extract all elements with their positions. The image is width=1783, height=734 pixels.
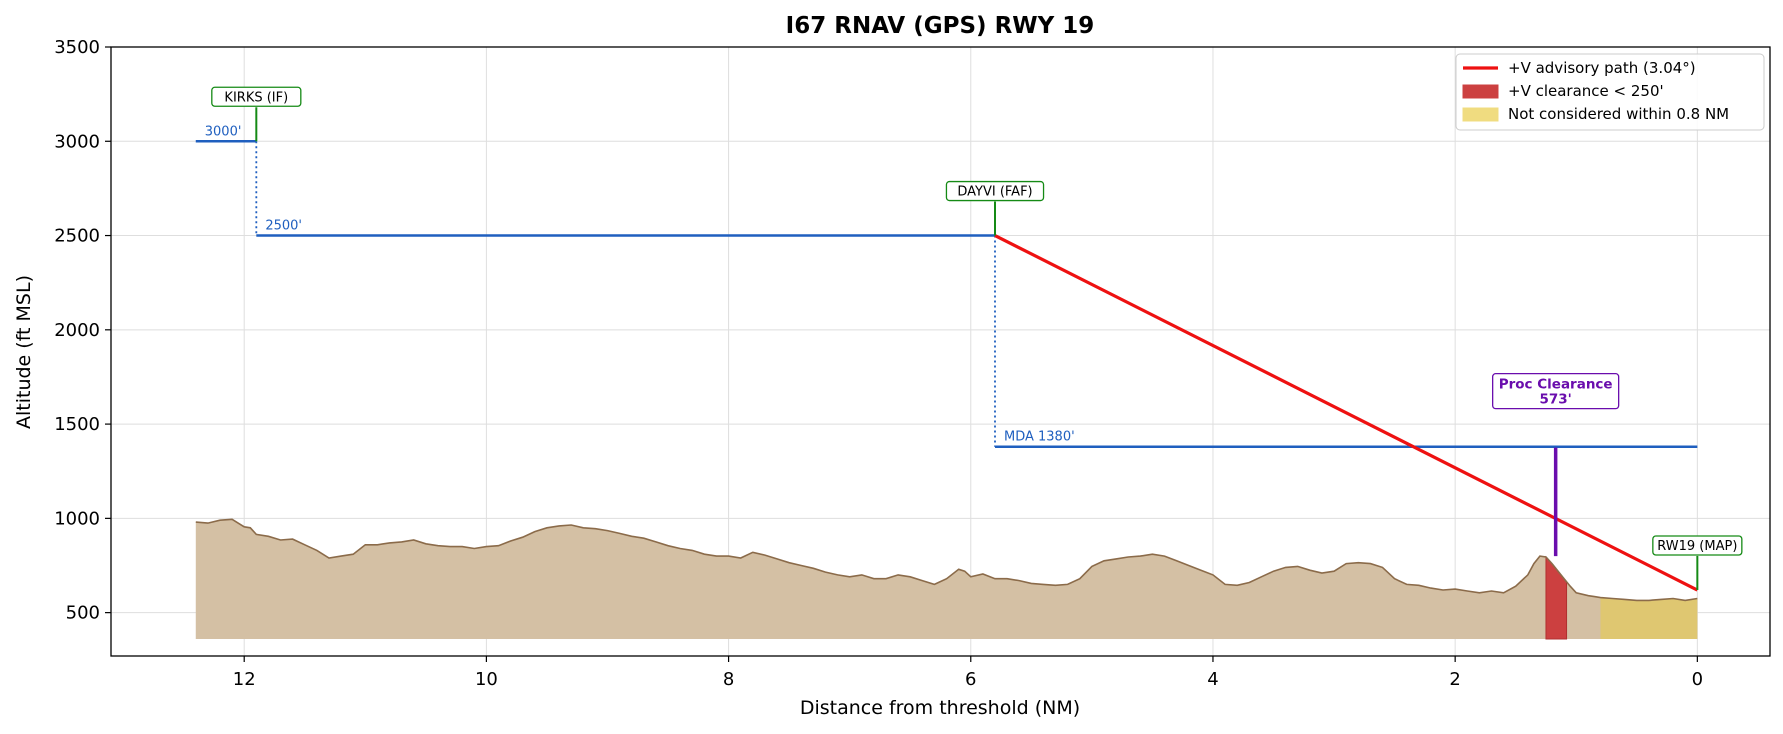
y-tick-label: 1000 <box>54 508 100 529</box>
legend-label: +V clearance < 250' <box>1508 82 1664 100</box>
legend-label: +V advisory path (3.04°) <box>1508 59 1696 77</box>
fix-label: RW19 (MAP) <box>1657 539 1737 554</box>
fix-box <box>211 86 302 107</box>
x-axis-label: Distance from threshold (NM) <box>800 697 1080 719</box>
y-tick-label: 1500 <box>54 414 100 435</box>
x-tick-label: 8 <box>723 669 734 690</box>
plot-frame <box>110 46 1771 657</box>
plot-area <box>195 140 1699 640</box>
y-tick-label: 2500 <box>54 226 100 247</box>
proc-clearance-box <box>1492 373 1620 410</box>
y-tick-label: 3500 <box>54 37 100 58</box>
segment-label: 2500' <box>265 219 302 234</box>
y-tick-label: 500 <box>66 603 100 624</box>
fix-box <box>1652 535 1743 556</box>
x-tick-label: 10 <box>475 669 498 690</box>
proc-clearance-value: 573' <box>1539 392 1571 408</box>
segment-label: MDA 1380' <box>1004 430 1075 445</box>
chart-title: I67 RNAV (GPS) RWY 19 <box>786 13 1095 39</box>
fix-label: KIRKS (IF) <box>224 90 288 105</box>
legend-label: Not considered within 0.8 NM <box>1508 105 1729 123</box>
legend-swatch-patch <box>1462 84 1499 99</box>
fix-box <box>945 180 1045 202</box>
segment-label: 3000' <box>205 124 242 139</box>
terrain-line <box>195 518 1698 602</box>
x-tick-label: 6 <box>965 669 976 690</box>
x-tick-label: 0 <box>1692 669 1703 690</box>
legend-swatch-patch <box>1462 107 1499 122</box>
x-tick-label: 2 <box>1449 669 1460 690</box>
axis-ticks: 12 10 8 6 4 2 0 500 1000 1500 2000 2500 3000 3500 <box>54 37 1703 690</box>
legend-box <box>1455 53 1765 131</box>
proc-clearance-label: Proc Clearance <box>1499 377 1613 393</box>
y-axis-label: Altitude (ft MSL) <box>13 275 35 429</box>
vpath-line <box>994 234 1699 592</box>
not-considered-region <box>1600 597 1698 640</box>
x-tick-label: 12 <box>233 669 256 690</box>
x-tick-label: 4 <box>1207 669 1218 690</box>
y-tick-label: 2000 <box>54 320 100 341</box>
fix-label: DAYVI (FAF) <box>957 185 1032 200</box>
legend: +V advisory path (3.04°) +V clearance < 2… <box>1455 53 1765 131</box>
y-tick-label: 3000 <box>54 131 100 152</box>
